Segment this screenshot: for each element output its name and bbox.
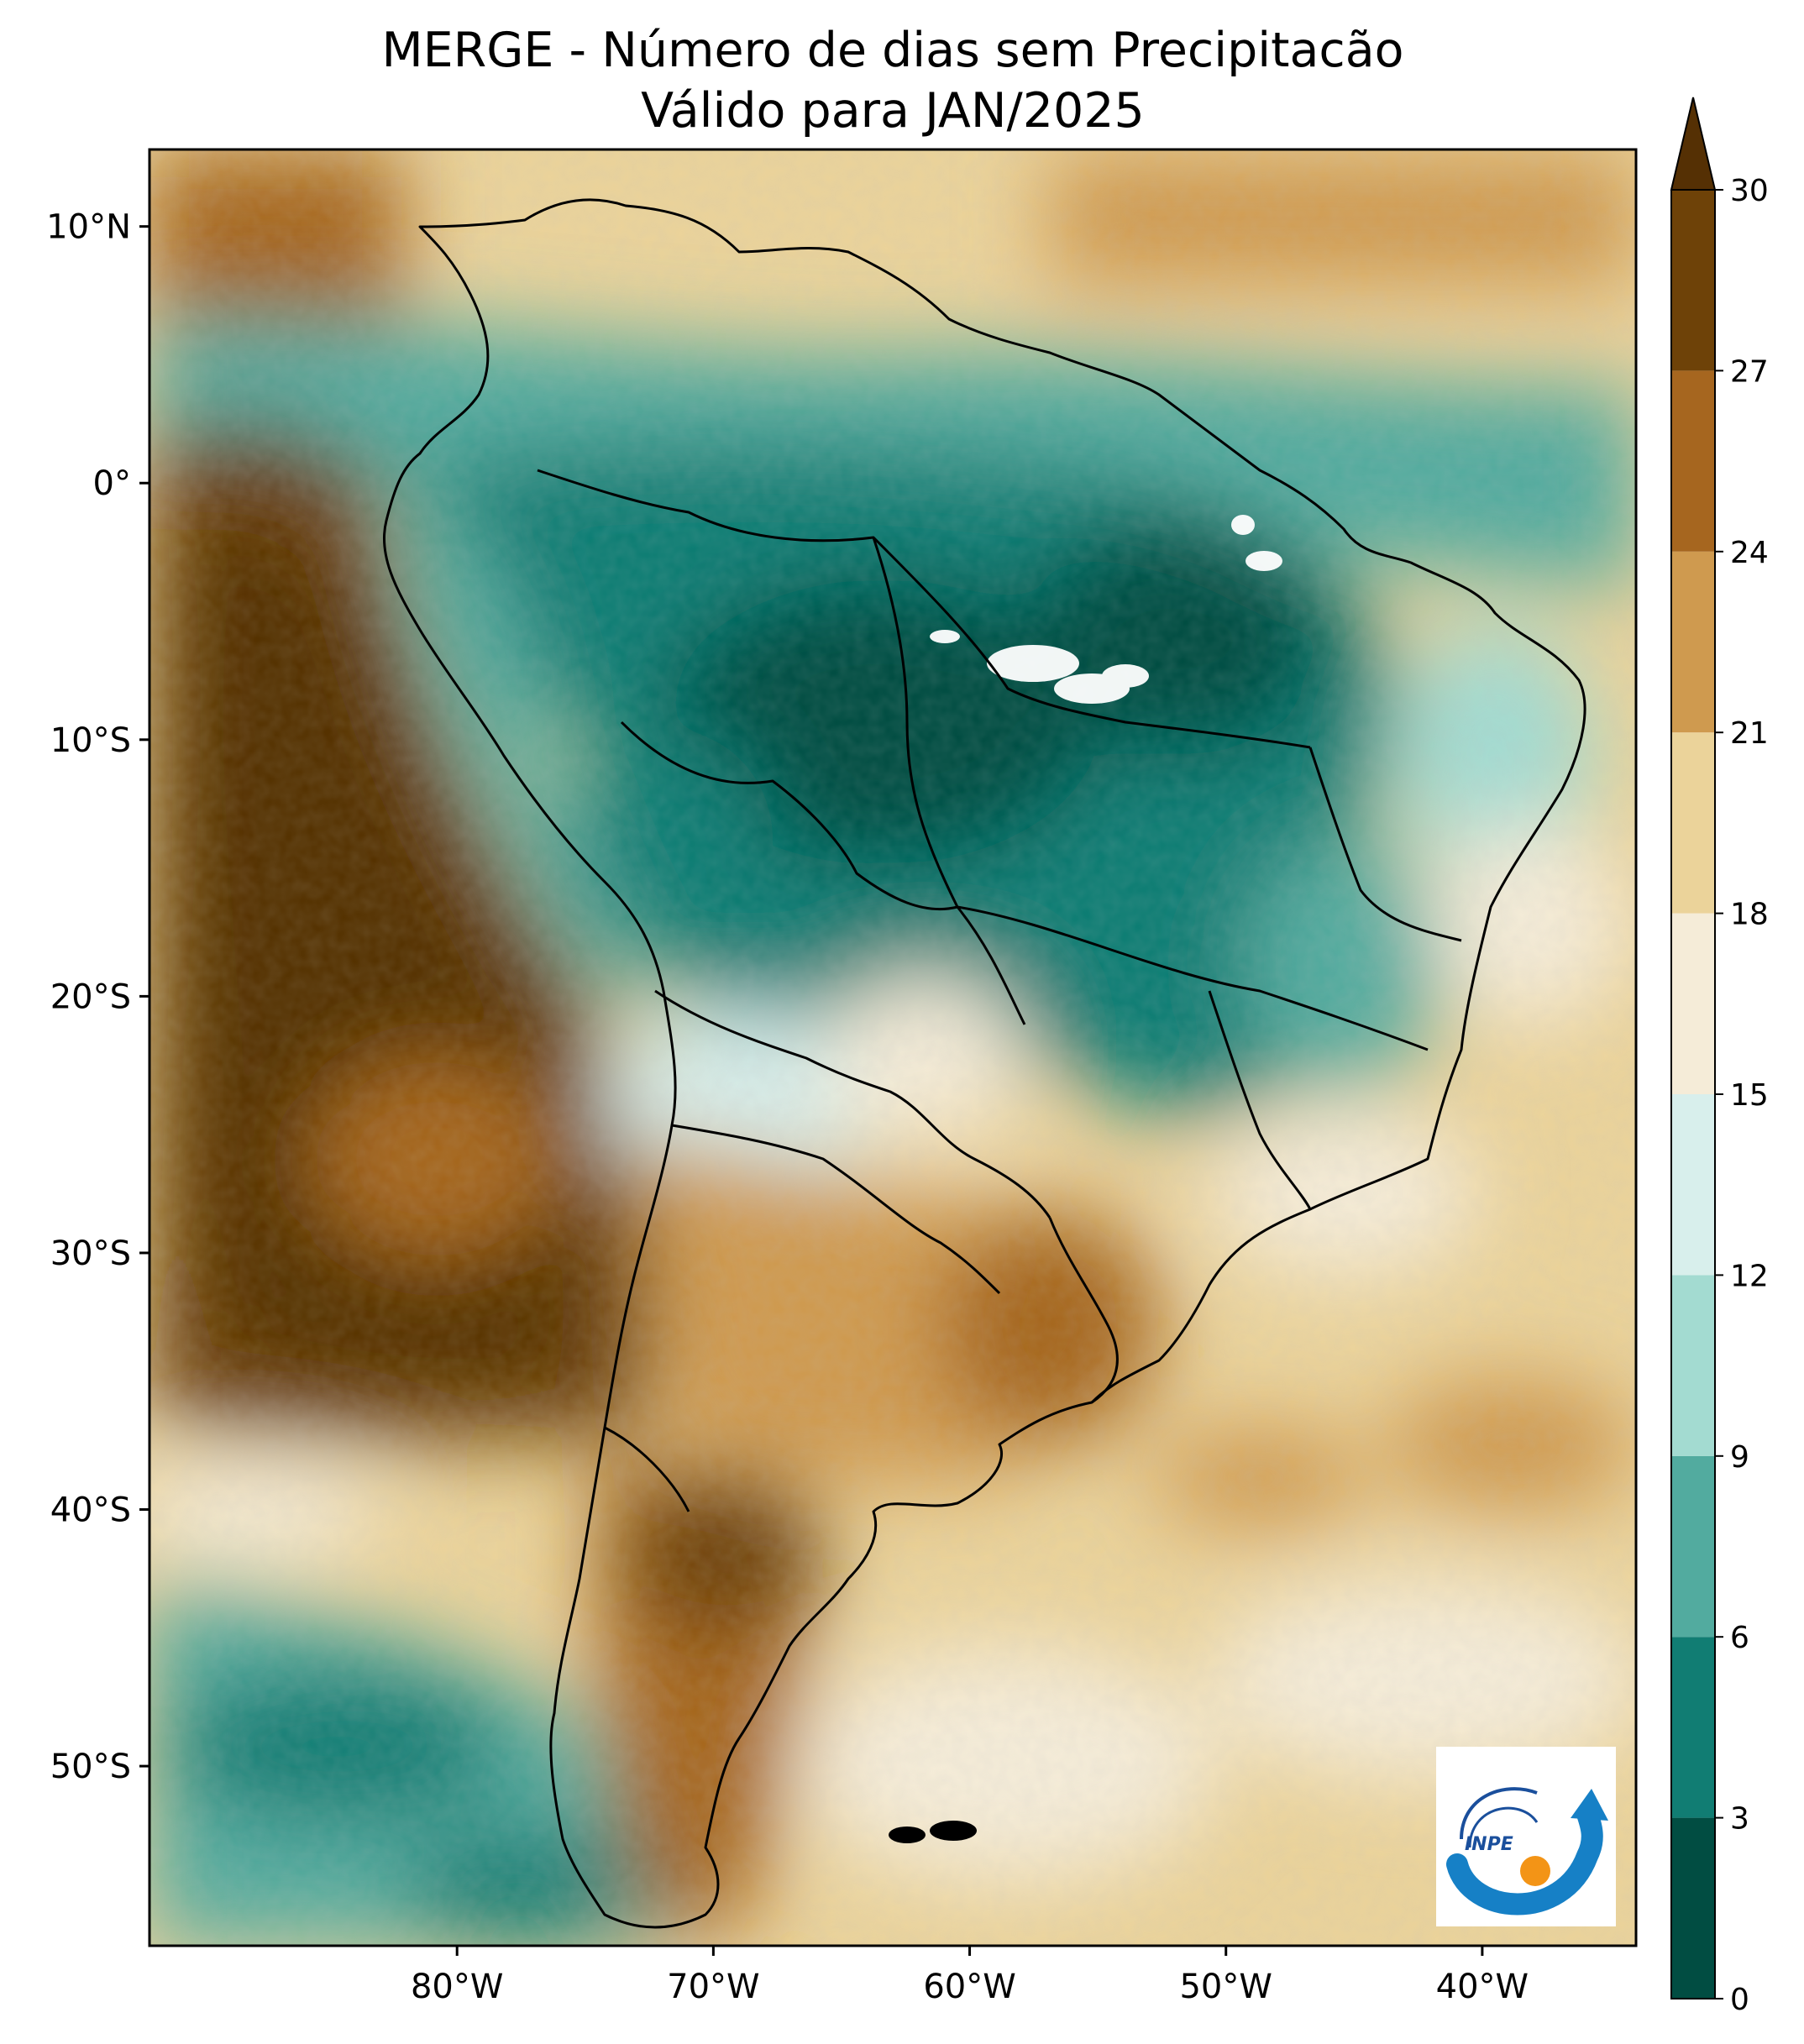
lon-tick-label: 70°W bbox=[667, 1968, 759, 2006]
map-subtitle: Válido para JAN/2025 bbox=[641, 83, 1145, 139]
longitude-axis: 80°W 70°W 60°W 50°W 40°W bbox=[411, 1946, 1529, 2006]
colorbar: 0 3 6 9 12 15 18 21 24 27 30 bbox=[1670, 97, 1769, 2017]
colorbar-label: 27 bbox=[1730, 354, 1769, 389]
map-title: MERGE - Número de dias sem Precipitacão bbox=[381, 23, 1404, 78]
lat-tick-label: 10°S bbox=[50, 721, 131, 760]
lat-tick-label: 10°N bbox=[46, 208, 131, 247]
colorbar-label: 21 bbox=[1730, 716, 1769, 751]
lon-tick-label: 80°W bbox=[411, 1968, 503, 2006]
colorbar-label: 9 bbox=[1730, 1440, 1749, 1475]
colorbar-extend-arrow bbox=[1670, 97, 1717, 191]
colorbar-segment bbox=[1671, 732, 1715, 914]
latitude-axis: 10°N 0° 10°S 20°S 30°S 40°S 50°S bbox=[46, 208, 149, 1786]
lon-tick-label: 60°W bbox=[923, 1968, 1015, 2006]
colorbar-segment bbox=[1671, 1817, 1715, 1999]
colorbar-label: 18 bbox=[1730, 898, 1769, 932]
falkland-islands bbox=[889, 1821, 977, 1843]
lat-tick-label: 20°S bbox=[50, 977, 131, 1016]
lon-tick-label: 50°W bbox=[1179, 1968, 1272, 2006]
inpe-logo: INPE bbox=[1436, 1747, 1616, 1926]
colorbar-label: 3 bbox=[1730, 1802, 1749, 1837]
coastline-borders bbox=[382, 198, 1586, 1929]
colorbar-label: 30 bbox=[1730, 174, 1769, 208]
inpe-logo-icon bbox=[1446, 1787, 1608, 1916]
colorbar-segment bbox=[1671, 913, 1715, 1094]
colorbar-segment bbox=[1671, 1094, 1715, 1276]
map-field bbox=[149, 149, 1636, 1946]
colorbar-label: 0 bbox=[1730, 1983, 1749, 2017]
colorbar-segment bbox=[1671, 1637, 1715, 1818]
colorbar-segment bbox=[1671, 370, 1715, 552]
colorbar-segment bbox=[1671, 551, 1715, 733]
lat-tick-label: 30°S bbox=[50, 1234, 131, 1273]
map-frame bbox=[148, 148, 1638, 1947]
colorbar-label: 12 bbox=[1730, 1259, 1769, 1293]
lat-tick-label: 0° bbox=[93, 464, 131, 503]
inpe-logo-text: INPE bbox=[1465, 1834, 1513, 1855]
lat-tick-label: 40°S bbox=[50, 1491, 131, 1530]
lon-tick-label: 40°W bbox=[1436, 1968, 1529, 2006]
colorbar-segment bbox=[1671, 1275, 1715, 1456]
colorbar-label: 6 bbox=[1730, 1621, 1749, 1655]
colorbar-label: 24 bbox=[1730, 536, 1769, 570]
lat-tick-label: 50°S bbox=[50, 1748, 131, 1786]
colorbar-label: 15 bbox=[1730, 1078, 1769, 1113]
colorbar-segment bbox=[1671, 190, 1715, 371]
colorbar-segment bbox=[1671, 1455, 1715, 1638]
